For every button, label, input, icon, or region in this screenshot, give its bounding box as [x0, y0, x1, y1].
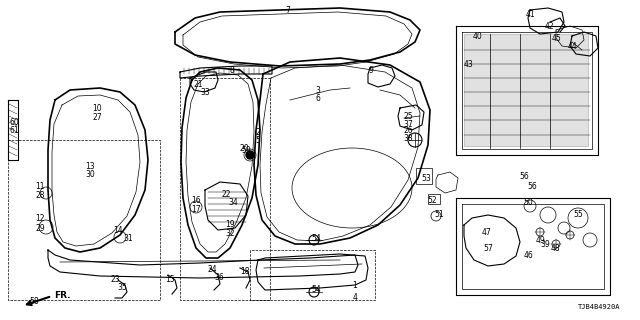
Text: 18: 18 [240, 268, 250, 276]
Text: TJB4B4920A: TJB4B4920A [577, 304, 620, 310]
Text: 11: 11 [35, 181, 45, 190]
Text: 57: 57 [483, 244, 493, 252]
Text: 54: 54 [311, 234, 321, 243]
Text: 4: 4 [353, 293, 357, 302]
Text: 3: 3 [316, 85, 321, 94]
Bar [464, 34, 588, 146]
Text: 51: 51 [434, 210, 444, 219]
Text: 9: 9 [369, 66, 373, 75]
Text: FR.: FR. [54, 292, 70, 300]
Text: 2: 2 [255, 127, 260, 137]
Text: 36: 36 [214, 274, 224, 283]
Text: 32: 32 [225, 228, 235, 237]
FancyBboxPatch shape [428, 194, 440, 204]
Text: 58: 58 [29, 298, 39, 307]
Text: 17: 17 [191, 204, 201, 213]
Text: 15: 15 [165, 276, 175, 284]
Text: 14: 14 [113, 226, 123, 235]
Text: 30: 30 [85, 170, 95, 179]
Text: 46: 46 [523, 251, 533, 260]
Text: 61: 61 [9, 125, 19, 134]
Text: 43: 43 [463, 60, 473, 68]
Text: 56: 56 [527, 181, 537, 190]
Text: 31: 31 [123, 234, 133, 243]
Text: 49: 49 [535, 236, 545, 244]
Text: 19: 19 [225, 220, 235, 228]
Text: 25: 25 [403, 111, 413, 121]
Text: 55: 55 [573, 210, 583, 219]
Text: 20: 20 [239, 143, 249, 153]
Text: 7: 7 [285, 5, 291, 14]
Text: 26: 26 [403, 125, 413, 134]
Text: 45: 45 [552, 34, 562, 43]
Text: 33: 33 [200, 87, 210, 97]
Text: 6: 6 [316, 93, 321, 102]
Text: 1: 1 [353, 281, 357, 290]
Text: 21: 21 [193, 79, 203, 89]
Text: 38: 38 [403, 133, 413, 142]
Text: 24: 24 [207, 266, 217, 275]
FancyBboxPatch shape [416, 168, 432, 184]
Text: 44: 44 [567, 42, 577, 51]
Text: 42: 42 [544, 21, 554, 30]
Text: 22: 22 [221, 189, 231, 198]
Text: 10: 10 [92, 103, 102, 113]
Text: 23: 23 [110, 276, 120, 284]
Text: 59: 59 [241, 146, 251, 155]
Text: 13: 13 [85, 162, 95, 171]
Text: 12: 12 [35, 213, 45, 222]
Text: 34: 34 [228, 197, 238, 206]
Text: 47: 47 [481, 228, 491, 236]
Text: 5: 5 [255, 135, 260, 145]
Text: 37: 37 [403, 119, 413, 129]
Text: 56: 56 [519, 172, 529, 180]
Text: 39: 39 [540, 239, 550, 249]
Text: 52: 52 [427, 196, 437, 204]
Text: 40: 40 [472, 31, 482, 41]
Text: 16: 16 [191, 196, 201, 204]
Text: 60: 60 [9, 117, 19, 126]
Text: 35: 35 [117, 284, 127, 292]
Circle shape [246, 151, 254, 159]
Text: 48: 48 [550, 244, 560, 252]
Text: 27: 27 [92, 113, 102, 122]
Text: 41: 41 [525, 10, 535, 19]
Text: 29: 29 [35, 223, 45, 233]
Text: 28: 28 [35, 190, 45, 199]
Text: 50: 50 [523, 197, 533, 206]
Text: 54: 54 [311, 285, 321, 294]
Text: 53: 53 [421, 173, 431, 182]
Text: 8: 8 [230, 66, 234, 75]
